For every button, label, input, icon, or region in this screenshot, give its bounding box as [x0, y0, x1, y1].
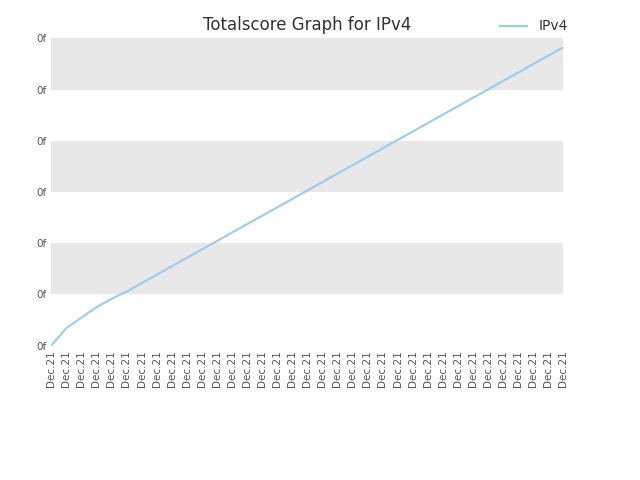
Title: Totalscore Graph for IPv4: Totalscore Graph for IPv4 — [203, 16, 412, 34]
Bar — [51, 192, 563, 243]
Bar — [51, 243, 563, 294]
Legend: IPv4: IPv4 — [494, 14, 573, 39]
Bar — [51, 38, 563, 90]
Bar — [51, 90, 563, 141]
Bar — [51, 141, 563, 192]
Bar — [51, 294, 563, 346]
